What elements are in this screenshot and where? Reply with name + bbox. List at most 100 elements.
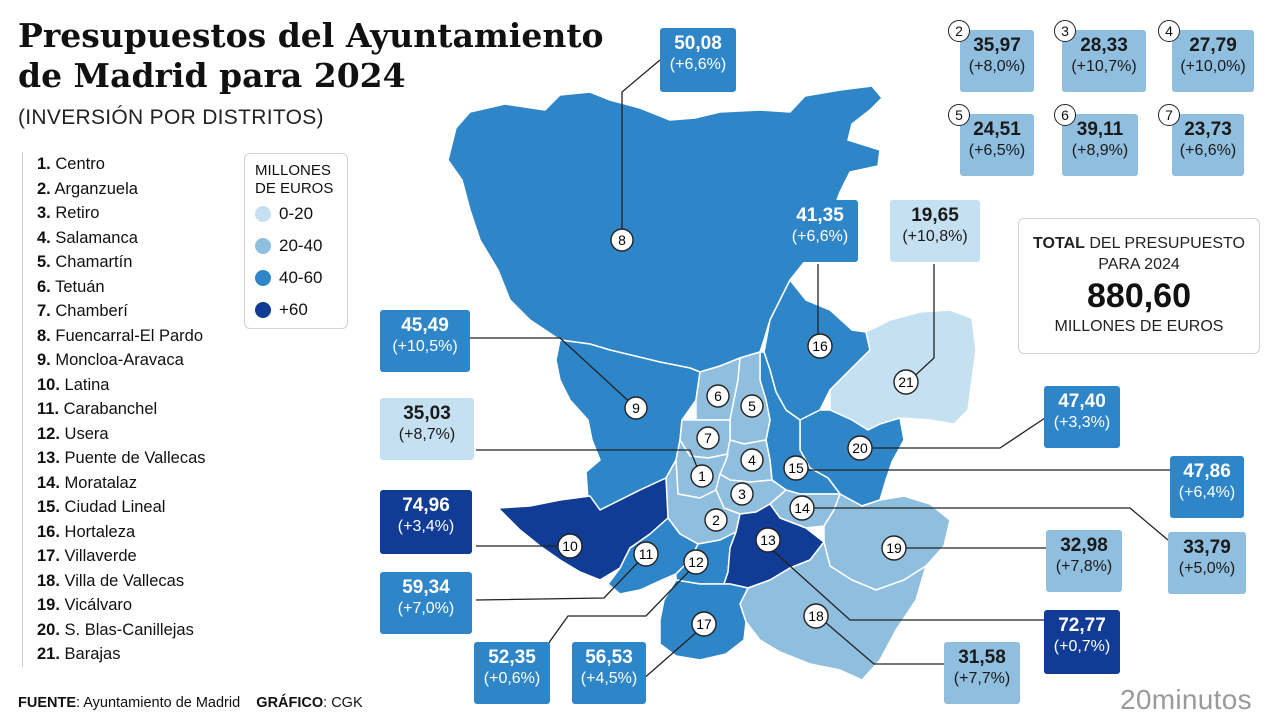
value: 35,97 [973,35,1021,56]
value: 23,73 [1184,119,1232,140]
district-number: 6. [37,277,51,296]
district-list-item: 20. S. Blas-Canillejas [37,618,206,643]
footer-credits: FUENTE: Ayuntamiento de Madrid GRÁFICO: … [18,695,363,711]
scale-dot [255,238,271,254]
title-line-1: Presupuestos del Ayuntamiento [18,16,604,55]
district-shape-18[interactable] [739,541,927,681]
map-marker-1: 1 [690,464,714,488]
marker-label: 6 [714,388,722,404]
district-list-item: 13. Puente de Vallecas [37,446,206,471]
district-list-item: 16. Hortaleza [37,520,206,545]
total-label-2: PARA 2024 [1098,256,1180,273]
change: (+6,6%) [791,228,849,245]
map-marker-21: 21 [893,369,919,395]
box-number-2: 2 [948,20,970,42]
marker-label: 12 [688,554,704,570]
map-marker-11: 11 [633,541,659,567]
value: 50,08 [674,33,722,54]
district-list-item: 1. Centro [37,152,206,177]
scale-dot [255,206,271,222]
total-label-bold: TOTAL [1033,235,1085,252]
district-name: Salamanca [55,228,138,247]
map-marker-6: 6 [706,384,730,408]
box-number-6: 6 [1054,104,1076,126]
value-box-7: 23,73 (+6,6%) [1172,114,1244,176]
district-number: 3. [37,204,51,222]
change: (+4,5%) [580,670,638,687]
district-list-item: 4. Salamanca [37,226,206,251]
map-marker-15: 15 [783,455,809,481]
district-name: S. Blas-Canillejas [64,620,194,639]
district-name: Chamartín [55,253,133,271]
map-marker-20: 20 [847,435,873,461]
map-marker-14: 14 [789,495,815,521]
scale-label: +60 [279,300,308,319]
value: 41,35 [796,205,844,226]
change: (+6,6%) [669,56,727,73]
map-marker-17: 17 [691,611,717,637]
district-name: Moncloa-Aravaca [55,351,184,369]
district-number: 20. [37,620,60,639]
map-marker-9: 9 [624,396,648,420]
scale-row: 40-60 [255,262,347,294]
district-number: 19. [37,596,60,614]
district-list-item: 5. Chamartín [37,250,206,275]
value: 52,35 [488,647,536,668]
value-box-1: 35,03 (+8,7%) [380,398,474,460]
value-box-13: 72,77 (+0,7%) [1044,610,1120,674]
scale-label: 20-40 [279,236,323,255]
district-number: 4. [37,228,51,247]
marker-label: 2 [712,512,720,528]
marker-label: 1 [698,468,706,484]
title-line-2: de Madrid para 2024 [18,56,406,95]
change: (+7,7%) [953,670,1011,687]
value-box-6: 39,11 (+8,9%) [1062,114,1138,176]
box-number-5: 5 [948,104,970,126]
map-marker-4: 4 [740,448,764,472]
district-name: Hortaleza [64,522,136,541]
value-box-17: 56,53 (+4,5%) [572,642,646,704]
scale-dot [255,302,271,318]
district-list-item: 3. Retiro [37,201,206,226]
map-marker-13: 13 [755,527,781,553]
change: (+10,0%) [1180,58,1246,75]
scale-label: 40-60 [279,268,323,287]
change: (+10,8%) [902,228,968,245]
value: 39,11 [1076,119,1124,140]
district-name: Carabanchel [63,400,158,418]
district-number: 12. [37,424,60,443]
box-number-7: 7 [1158,104,1180,126]
district-list-item: 15. Ciudad Lineal [37,495,206,520]
district-number: 5. [37,253,51,271]
value: 19,65 [911,205,959,226]
district-name: Fuencarral-El Pardo [55,326,204,345]
value: 74,96 [402,495,450,516]
value-box-9: 45,49 (+10,5%) [380,310,470,372]
total-budget-box: TOTAL DEL PRESUPUESTO PARA 2024 880,60 M… [1018,218,1260,354]
district-list-item: 7. Chamberí [37,299,206,324]
district-number: 1. [37,155,51,173]
scale-heading-2: DE EUROS [255,180,334,197]
total-unit: MILLONES DE EUROS [1054,318,1224,335]
district-number: 8. [37,326,51,345]
district-list-item: 8. Fuencarral-El Pardo [37,324,206,349]
marker-label: 13 [760,532,776,548]
value: 32,98 [1060,535,1108,556]
value-box-11: 59,34 (+7,0%) [380,572,472,634]
marker-label: 16 [812,338,828,354]
marker-label: 18 [808,608,824,624]
change: (+7,0%) [397,600,455,617]
district-name: Centro [55,155,105,173]
marker-label: 11 [639,546,654,562]
district-list-item: 10. Latina [37,373,206,398]
district-name: Moratalaz [64,473,137,492]
total-label: TOTAL DEL PRESUPUESTO [1019,219,1259,255]
value: 56,53 [585,647,633,668]
page-title: Presupuestos del Ayuntamiento de Madrid … [18,16,604,96]
box-number-4: 4 [1158,20,1180,42]
change: (+6,6%) [1179,142,1237,159]
value: 47,40 [1058,391,1106,412]
map-marker-16: 16 [807,333,833,359]
change: (+0,6%) [483,670,541,687]
